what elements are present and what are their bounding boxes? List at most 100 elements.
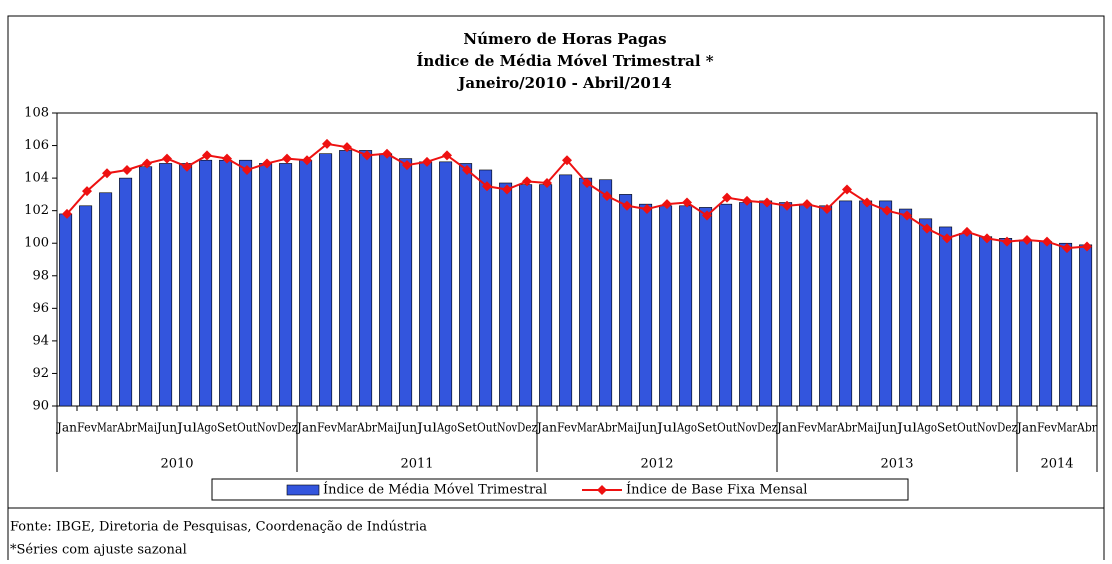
bar <box>839 200 853 407</box>
month-label: Set <box>697 421 717 435</box>
source-note: Fonte: IBGE, Diretoria de Pesquisas, Coo… <box>10 520 427 535</box>
marker <box>302 155 312 166</box>
month-label: Ago <box>916 421 937 435</box>
marker <box>682 197 692 208</box>
bar <box>419 161 433 407</box>
legend-swatch <box>597 485 607 495</box>
bar <box>859 200 873 407</box>
bar <box>899 208 913 407</box>
legend-label: Índice de Média Móvel Trimestral <box>323 482 547 498</box>
marker <box>662 199 672 210</box>
bar <box>379 153 393 407</box>
bar <box>939 226 953 407</box>
month-label: Mar <box>1057 421 1077 435</box>
month-label: Out <box>237 421 257 435</box>
marker <box>1082 241 1092 252</box>
marker <box>122 164 132 175</box>
bar <box>639 203 653 407</box>
bar <box>319 153 333 407</box>
bar <box>119 177 133 407</box>
bar <box>159 163 173 407</box>
bar <box>239 159 253 407</box>
bar <box>299 159 313 407</box>
month-label: Mar <box>577 421 597 435</box>
y-tick-label: 108 <box>24 106 49 121</box>
month-label: Jun <box>395 421 417 435</box>
bar <box>539 184 553 407</box>
legend-swatch <box>286 484 320 496</box>
marker <box>542 177 552 188</box>
marker <box>642 204 652 215</box>
month-label: Jun <box>875 421 897 435</box>
marker <box>502 184 512 195</box>
month-label: Fev <box>557 421 577 435</box>
month-label: Ago <box>676 421 697 435</box>
y-tick-label: 98 <box>32 268 49 283</box>
marker <box>562 155 572 166</box>
y-tick-label: 94 <box>32 333 49 348</box>
marker <box>422 156 432 167</box>
marker <box>942 233 952 244</box>
month-label: Abr <box>116 421 137 435</box>
line <box>66 142 1088 250</box>
month-label: Nov <box>257 421 277 435</box>
bar <box>79 205 93 407</box>
bar <box>499 182 513 407</box>
month-label: Abr <box>356 421 377 435</box>
marker <box>242 164 252 175</box>
month-label: Nov <box>977 421 997 435</box>
marker <box>802 199 812 210</box>
marker <box>1042 236 1052 247</box>
marker <box>882 205 892 216</box>
bar <box>519 184 533 407</box>
marker <box>382 148 392 159</box>
y-tick-label: 106 <box>24 138 49 153</box>
month-label: Ago <box>436 421 457 435</box>
y-tick-label: 90 <box>32 399 49 414</box>
bar <box>1059 242 1073 407</box>
month-label: Abr <box>596 421 617 435</box>
bar <box>479 169 493 407</box>
marker <box>322 138 332 149</box>
legend-label: Índice de Base Fixa Mensal <box>626 482 807 498</box>
bar <box>979 236 993 407</box>
bar <box>579 177 593 407</box>
marker <box>102 168 112 179</box>
marker <box>1062 243 1072 254</box>
marker <box>162 153 172 164</box>
chart-title: Janeiro/2010 - Abril/2014 <box>456 74 671 92</box>
month-label: Mai <box>617 421 637 435</box>
month-label: Jun <box>155 421 177 435</box>
bar <box>359 150 373 407</box>
bar <box>679 205 693 407</box>
marker <box>982 233 992 244</box>
month-label: Jan <box>535 421 557 435</box>
marker <box>482 181 492 192</box>
month-label: Jan <box>1015 421 1037 435</box>
marker <box>222 153 232 164</box>
month-label: Fev <box>317 421 337 435</box>
month-label: Mai <box>857 421 877 435</box>
bar <box>99 192 113 407</box>
bar <box>1019 239 1033 407</box>
year-label: 2011 <box>400 457 433 472</box>
bar <box>719 203 733 407</box>
bar <box>919 218 933 407</box>
month-label: Abr <box>1076 421 1097 435</box>
bar <box>1079 244 1093 407</box>
marker <box>762 197 772 208</box>
marker <box>622 200 632 211</box>
year-label: 2014 <box>1040 457 1073 472</box>
marker <box>442 150 452 161</box>
bar <box>599 179 613 407</box>
bar <box>959 233 973 407</box>
month-label: Fev <box>1037 421 1057 435</box>
month-label: Dez <box>277 421 297 435</box>
marker <box>1002 236 1012 247</box>
month-label: Jan <box>295 421 317 435</box>
bar <box>739 202 753 407</box>
y-tick-label: 100 <box>24 236 49 251</box>
bar <box>219 159 233 407</box>
month-label: Nov <box>737 421 757 435</box>
chart-title: Índice de Média Móvel Trimestral * <box>416 52 713 70</box>
